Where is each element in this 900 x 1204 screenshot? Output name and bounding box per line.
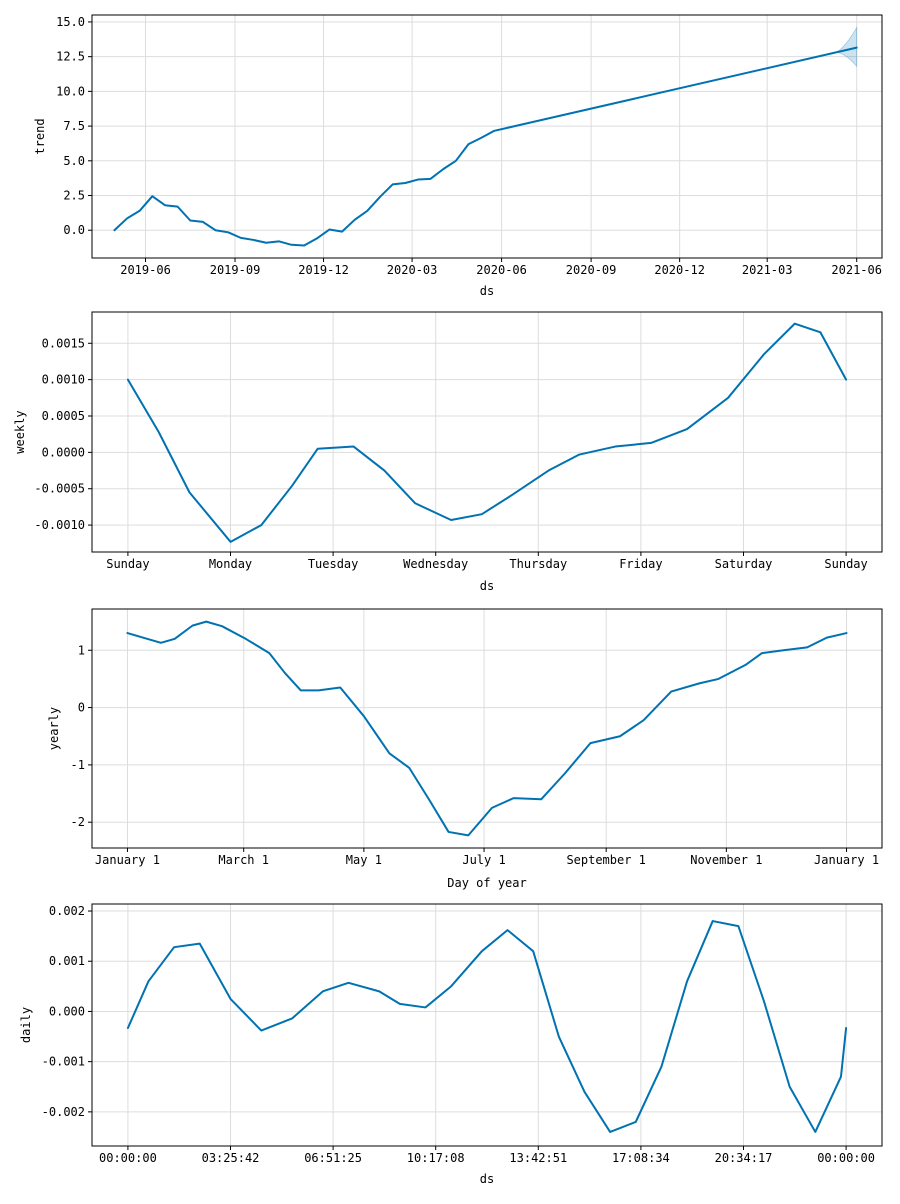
- x-tick-label: 10:17:08: [407, 1151, 465, 1165]
- plot-frame: [91, 608, 883, 849]
- y-tick-label: 2.5: [63, 189, 85, 203]
- x-tick-label: 2020-06: [476, 263, 527, 277]
- x-tick-label: Saturday: [715, 557, 773, 571]
- y-tick-label: 7.5: [63, 119, 85, 133]
- x-tick-label: 2020-09: [566, 263, 617, 277]
- y-tick-label: -2: [71, 815, 85, 829]
- x-tick-label: July 1: [462, 853, 505, 867]
- x-tick-label: 03:25:42: [202, 1151, 260, 1165]
- x-axis-label: ds: [480, 1172, 494, 1186]
- x-tick-label: 06:51:25: [304, 1151, 362, 1165]
- x-tick-label: Sunday: [824, 557, 867, 571]
- x-tick-label: 00:00:00: [99, 1151, 157, 1165]
- x-tick-label: January 1: [814, 853, 879, 867]
- x-tick-label: November 1: [690, 853, 762, 867]
- y-tick-label: 0.002: [49, 904, 85, 918]
- series-line-daily: [126, 920, 848, 1133]
- x-axis-label: ds: [480, 284, 494, 298]
- x-tick-label: 2019-06: [120, 263, 171, 277]
- x-tick-label: May 1: [346, 853, 382, 867]
- series-line-yearly: [126, 620, 848, 837]
- y-tick-label: 0.0010: [42, 373, 85, 387]
- x-tick-label: 20:34:17: [715, 1151, 773, 1165]
- y-tick-label: -1: [71, 758, 85, 772]
- y-tick-label: -0.001: [42, 1055, 85, 1069]
- x-tick-label: Wednesday: [403, 557, 468, 571]
- y-tick-label: -0.002: [42, 1105, 85, 1119]
- y-tick-label: -0.0010: [34, 518, 85, 532]
- x-tick-label: Monday: [209, 557, 252, 571]
- x-tick-label: Friday: [619, 557, 662, 571]
- plot-frame: [91, 903, 883, 1147]
- y-tick-label: 12.5: [56, 50, 85, 64]
- x-tick-label: January 1: [95, 853, 160, 867]
- series-line-weekly: [126, 322, 848, 543]
- y-axis-label: weekly: [13, 410, 27, 453]
- y-tick-label: -0.0005: [34, 482, 85, 496]
- x-tick-label: 2019-12: [298, 263, 349, 277]
- y-axis-label: daily: [19, 1007, 33, 1043]
- x-tick-label: 13:42:51: [509, 1151, 567, 1165]
- x-tick-label: Thursday: [509, 557, 567, 571]
- x-tick-label: 00:00:00: [817, 1151, 875, 1165]
- y-tick-label: 1: [78, 643, 85, 657]
- plot-frame: [91, 14, 883, 259]
- y-tick-label: 5.0: [63, 154, 85, 168]
- y-tick-label: 0.0015: [42, 336, 85, 350]
- x-tick-label: September 1: [566, 853, 645, 867]
- plot-frame: [91, 311, 883, 553]
- y-tick-label: 0.0005: [42, 409, 85, 423]
- x-tick-label: 2020-12: [654, 263, 705, 277]
- panel-daily: 00:00:00 03:25:42 06:51:25 10:17:08 13:42:51…: [19, 903, 883, 1186]
- x-axis-label: ds: [480, 579, 494, 593]
- x-tick-label: Tuesday: [308, 557, 359, 571]
- x-tick-label: 2021-06: [831, 263, 882, 277]
- y-tick-label: 0.001: [49, 954, 85, 968]
- x-axis-label: Day of year: [447, 876, 526, 890]
- uncertainty-band: [835, 26, 858, 68]
- series-line-trend: [113, 46, 858, 247]
- y-tick-label: 0: [78, 701, 85, 715]
- panel-weekly: Sunday Monday Tuesday Wednesday Thursday Frid…: [13, 311, 883, 593]
- x-tick-label: 17:08:34: [612, 1151, 670, 1165]
- x-tick-label: 2020-03: [387, 263, 438, 277]
- panel-yearly: January 1 March 1 May 1 July 1 September 1 No…: [47, 608, 883, 890]
- x-tick-label: 2019-09: [210, 263, 261, 277]
- y-tick-label: 0.0: [63, 223, 85, 237]
- x-tick-label: Sunday: [106, 557, 149, 571]
- y-tick-label: 0.0000: [42, 445, 85, 459]
- y-tick-label: 0.000: [49, 1004, 85, 1018]
- y-tick-label: 10.0: [56, 84, 85, 98]
- panel-trend: 2019-06 2019-09 2019-12 2020-03 2020-06 2020-…: [33, 14, 883, 298]
- x-tick-label: March 1: [218, 853, 269, 867]
- y-axis-label: yearly: [47, 707, 61, 750]
- y-axis-label: trend: [33, 118, 47, 154]
- x-tick-label: 2021-03: [742, 263, 793, 277]
- y-tick-label: 15.0: [56, 15, 85, 29]
